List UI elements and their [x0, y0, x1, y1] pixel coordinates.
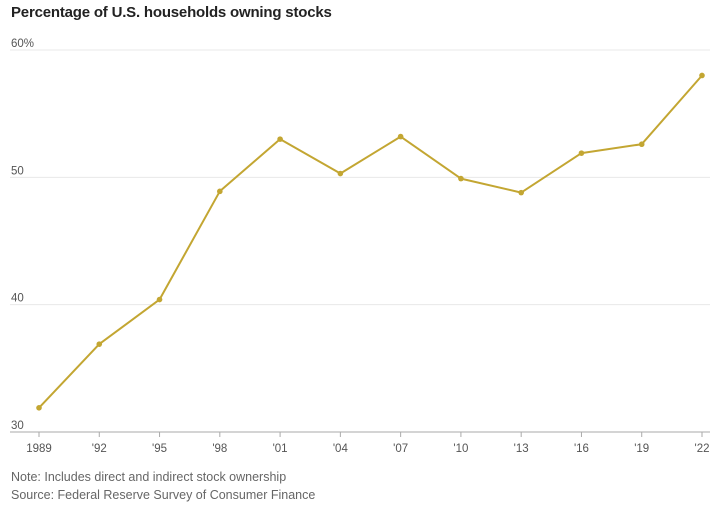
- chart-source: Source: Federal Reserve Survey of Consum…: [11, 488, 316, 502]
- y-tick-label: 60%: [11, 38, 34, 50]
- chart-note: Note: Includes direct and indirect stock…: [11, 470, 287, 484]
- y-tick-label: 30: [11, 420, 24, 432]
- x-tick-label: '01: [273, 443, 288, 455]
- x-tick-label: '07: [393, 443, 408, 455]
- x-tick-label: '16: [574, 443, 589, 455]
- x-tick-label: '92: [92, 443, 107, 455]
- data-point: [578, 150, 585, 156]
- x-tick-label: '04: [333, 443, 349, 455]
- data-point: [638, 141, 645, 148]
- x-tick-label: 1989: [26, 443, 52, 455]
- x-tick-label: '95: [152, 443, 167, 455]
- data-point: [397, 133, 404, 140]
- data-point: [36, 405, 42, 411]
- chart-title: Percentage of U.S. households owning sto…: [11, 4, 332, 21]
- line-chart: 30 40 50 60% 1989 '92 '95 '98 '01 '04 '07 '10 '13 '16…: [10, 38, 710, 455]
- data-point: [96, 341, 103, 347]
- series-line: [38, 74, 703, 409]
- data-point: [518, 189, 524, 196]
- data-point: [699, 72, 705, 79]
- data-point: [277, 136, 283, 142]
- x-tick-label: '19: [634, 443, 649, 455]
- x-tick-label: '13: [514, 443, 529, 455]
- x-tick-label: '22: [695, 443, 710, 455]
- x-tick-label: '98: [212, 443, 227, 455]
- data-point: [217, 188, 223, 195]
- data-point: [156, 296, 163, 303]
- data-point: [458, 175, 464, 182]
- x-tick-label: '10: [453, 443, 468, 455]
- data-point: [337, 170, 344, 177]
- y-tick-label: 40: [11, 293, 24, 305]
- y-tick-label: 50: [11, 165, 24, 177]
